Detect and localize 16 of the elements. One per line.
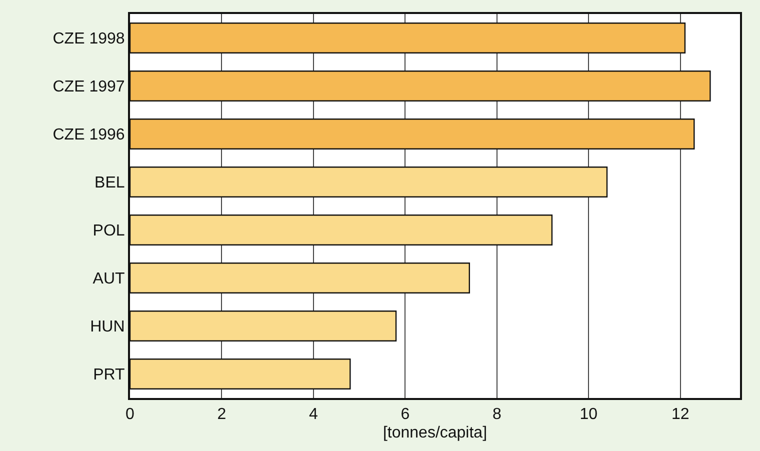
x-tick-label: 0 [126,406,135,424]
y-tick-label: BEL [94,174,125,192]
x-tick-label: 4 [309,406,318,424]
y-tick-label: HUN [90,318,125,336]
y-tick-label: PRT [93,366,126,384]
x-tick-label: 12 [671,406,690,424]
x-tick-label: 8 [492,406,502,424]
y-tick-label: CZE 1998 [52,30,125,48]
x-axis-title: [tonnes/capita] [382,424,488,442]
x-tick-label: 10 [580,406,598,424]
y-tick-label: CZE 1997 [52,78,125,96]
x-tick-label: 2 [217,406,226,424]
y-tick-label: AUT [92,270,126,288]
x-tick-label: 6 [400,406,410,424]
y-tick-label: POL [92,222,125,240]
y-tick-label: CZE 1996 [52,126,125,144]
